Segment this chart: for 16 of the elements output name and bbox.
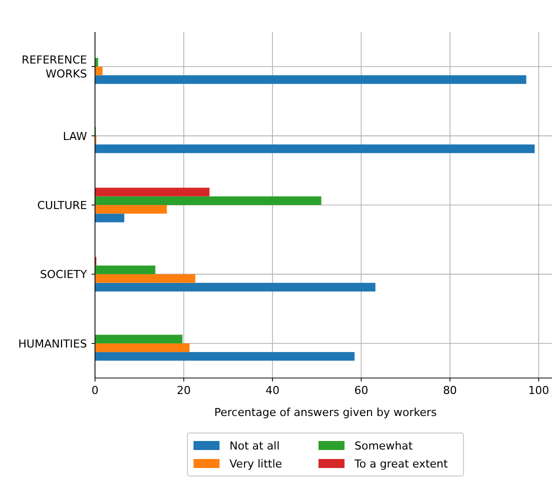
x-axis-title: Percentage of answers given by workers [214, 406, 437, 419]
y-tick-label: LAW [62, 129, 88, 142]
x-tick-label: 20 [176, 384, 191, 397]
x-tick-label: 80 [442, 384, 457, 397]
legend-label: Somewhat [354, 440, 414, 452]
y-tick-label: REFERENCE WORKS [22, 53, 88, 80]
x-tick-label: 0 [92, 384, 98, 397]
y-tick-label: HUMANITIES [18, 336, 88, 350]
legend-label: To a great extent [354, 458, 449, 470]
x-tick-label: 100 [528, 384, 550, 397]
legend-label: Not at all [230, 440, 280, 452]
x-tick-label: 40 [265, 384, 280, 397]
y-tick-label: CULTURE [37, 198, 88, 212]
legend-label: Very little [230, 458, 282, 470]
x-tick-label: 60 [354, 384, 368, 397]
y-tick-label: SOCIETY [40, 268, 88, 281]
